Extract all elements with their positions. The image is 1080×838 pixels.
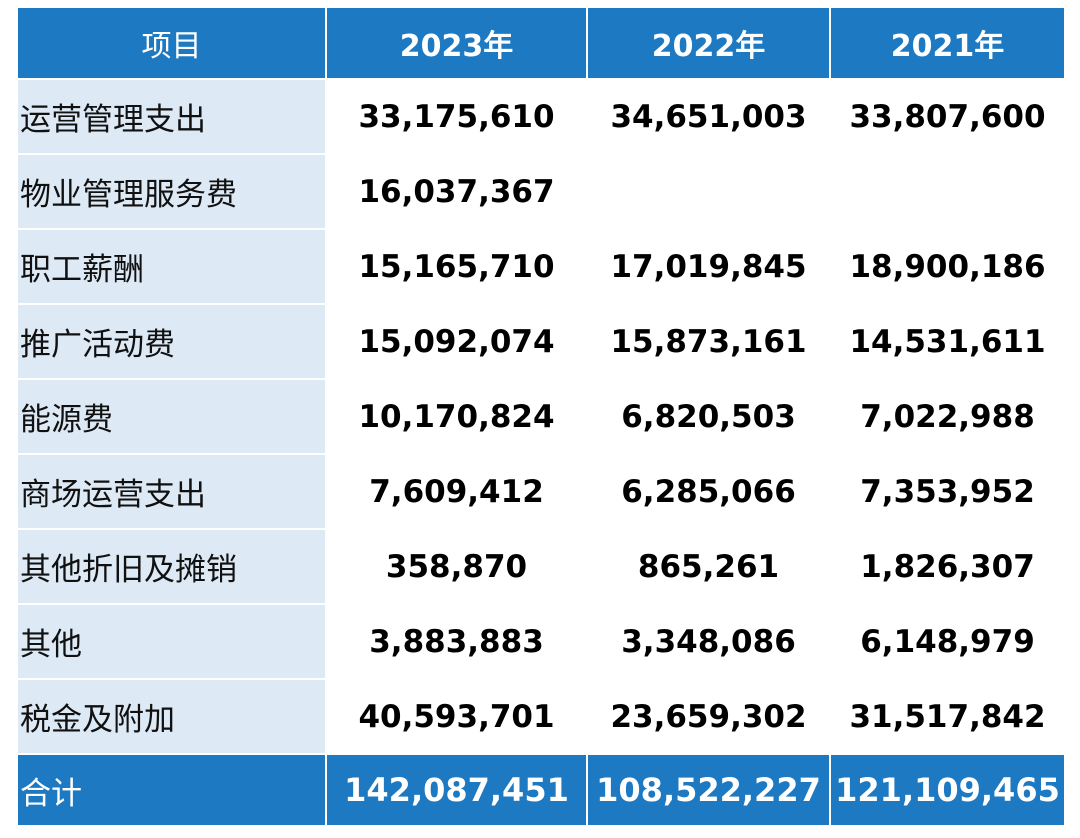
total-label: 合计 bbox=[18, 754, 327, 825]
table-row: 商场运营支出 7,609,412 6,285,066 7,353,952 bbox=[18, 454, 1064, 530]
value-2021: 31,517,842 bbox=[830, 679, 1064, 755]
value-2021: 33,807,600 bbox=[830, 79, 1064, 155]
value-2023: 15,092,074 bbox=[326, 304, 588, 380]
value-2021: 7,022,988 bbox=[830, 379, 1064, 455]
total-2022: 108,522,227 bbox=[587, 754, 831, 825]
value-2022: 865,261 bbox=[587, 529, 831, 605]
total-2021: 121,109,465 bbox=[830, 754, 1064, 825]
value-2022: 17,019,845 bbox=[587, 229, 831, 305]
header-row: 项目 2023年 2022年 2021年 bbox=[18, 8, 1064, 80]
value-2023: 40,593,701 bbox=[326, 679, 588, 755]
header-year-2021: 2021年 bbox=[830, 8, 1064, 80]
value-2021: 7,353,952 bbox=[830, 454, 1064, 530]
table-row: 职工薪酬 15,165,710 17,019,845 18,900,186 bbox=[18, 229, 1064, 305]
value-2023: 15,165,710 bbox=[326, 229, 588, 305]
value-2023: 16,037,367 bbox=[326, 154, 588, 230]
row-label: 运营管理支出 bbox=[18, 79, 327, 155]
value-2021: 14,531,611 bbox=[830, 304, 1064, 380]
expense-table: 项目 2023年 2022年 2021年 运营管理支出 33,175,610 3… bbox=[18, 8, 1064, 825]
header-year-2022: 2022年 bbox=[587, 8, 831, 80]
header-year-2023: 2023年 bbox=[326, 8, 588, 80]
table-row: 能源费 10,170,824 6,820,503 7,022,988 bbox=[18, 379, 1064, 455]
value-2022 bbox=[587, 154, 831, 230]
value-2023: 358,870 bbox=[326, 529, 588, 605]
value-2021 bbox=[830, 154, 1064, 230]
table-row: 运营管理支出 33,175,610 34,651,003 33,807,600 bbox=[18, 79, 1064, 155]
table-row: 其他 3,883,883 3,348,086 6,148,979 bbox=[18, 604, 1064, 680]
value-2022: 23,659,302 bbox=[587, 679, 831, 755]
value-2023: 3,883,883 bbox=[326, 604, 588, 680]
row-label: 职工薪酬 bbox=[18, 229, 327, 305]
value-2021: 18,900,186 bbox=[830, 229, 1064, 305]
value-2022: 15,873,161 bbox=[587, 304, 831, 380]
value-2022: 6,820,503 bbox=[587, 379, 831, 455]
row-label: 税金及附加 bbox=[18, 679, 327, 755]
table-row: 其他折旧及摊销 358,870 865,261 1,826,307 bbox=[18, 529, 1064, 605]
row-label: 推广活动费 bbox=[18, 304, 327, 380]
total-row: 合计 142,087,451 108,522,227 121,109,465 bbox=[18, 754, 1064, 825]
row-label: 商场运营支出 bbox=[18, 454, 327, 530]
value-2022: 3,348,086 bbox=[587, 604, 831, 680]
row-label: 其他折旧及摊销 bbox=[18, 529, 327, 605]
value-2023: 7,609,412 bbox=[326, 454, 588, 530]
value-2023: 33,175,610 bbox=[326, 79, 588, 155]
value-2021: 1,826,307 bbox=[830, 529, 1064, 605]
value-2021: 6,148,979 bbox=[830, 604, 1064, 680]
table-row: 推广活动费 15,092,074 15,873,161 14,531,611 bbox=[18, 304, 1064, 380]
total-2023: 142,087,451 bbox=[326, 754, 588, 825]
value-2023: 10,170,824 bbox=[326, 379, 588, 455]
value-2022: 6,285,066 bbox=[587, 454, 831, 530]
row-label: 能源费 bbox=[18, 379, 327, 455]
value-2022: 34,651,003 bbox=[587, 79, 831, 155]
row-label: 物业管理服务费 bbox=[18, 154, 327, 230]
row-label: 其他 bbox=[18, 604, 327, 680]
table-row: 物业管理服务费 16,037,367 bbox=[18, 154, 1064, 230]
header-item: 项目 bbox=[18, 8, 327, 80]
table-row: 税金及附加 40,593,701 23,659,302 31,517,842 bbox=[18, 679, 1064, 755]
